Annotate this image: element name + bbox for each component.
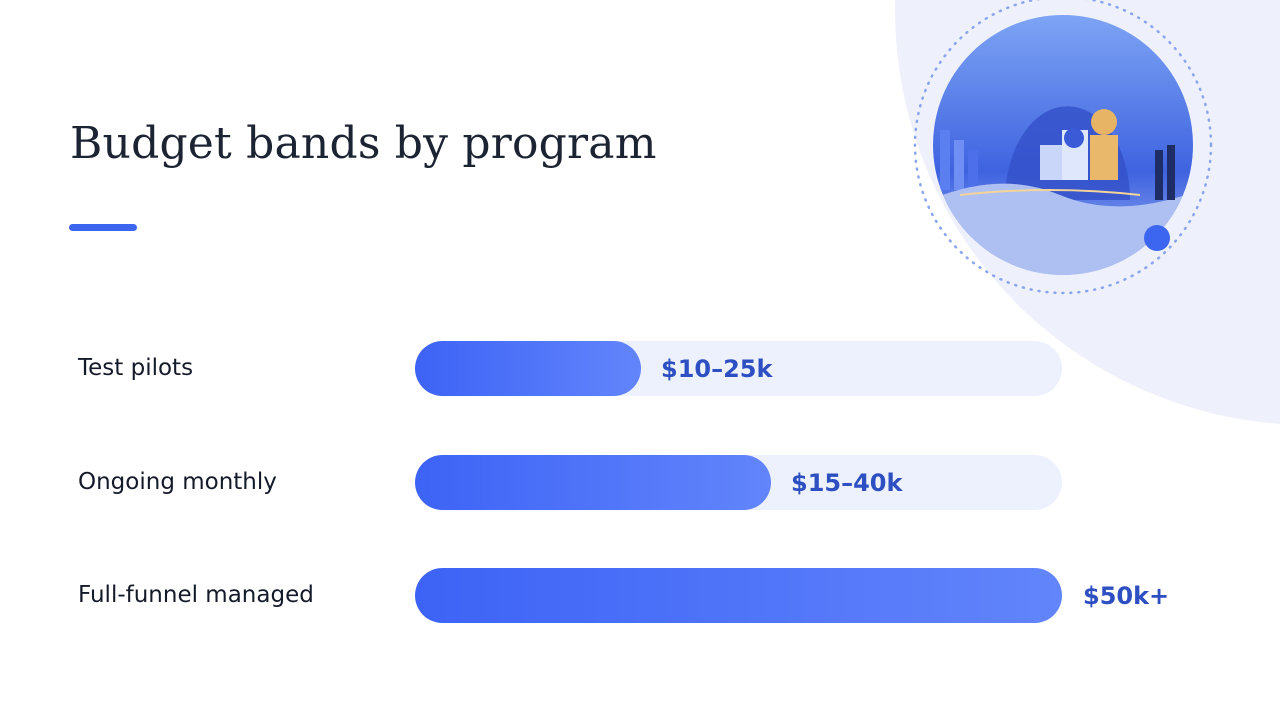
row-value: $15–40k bbox=[791, 469, 903, 497]
row-label: Test pilots bbox=[78, 355, 194, 381]
row-label: Ongoing monthly bbox=[78, 469, 277, 495]
bar bbox=[415, 568, 1062, 623]
row-label: Full-funnel managed bbox=[78, 582, 314, 608]
dot bbox=[1144, 225, 1170, 251]
bar bbox=[415, 341, 641, 396]
dotted-ring bbox=[913, 0, 1213, 295]
row-value: $10–25k bbox=[661, 355, 773, 383]
bar bbox=[415, 455, 771, 510]
row-value: $50k+ bbox=[1083, 582, 1170, 610]
accent-line bbox=[69, 224, 137, 231]
title: Budget bands by program bbox=[70, 118, 657, 169]
